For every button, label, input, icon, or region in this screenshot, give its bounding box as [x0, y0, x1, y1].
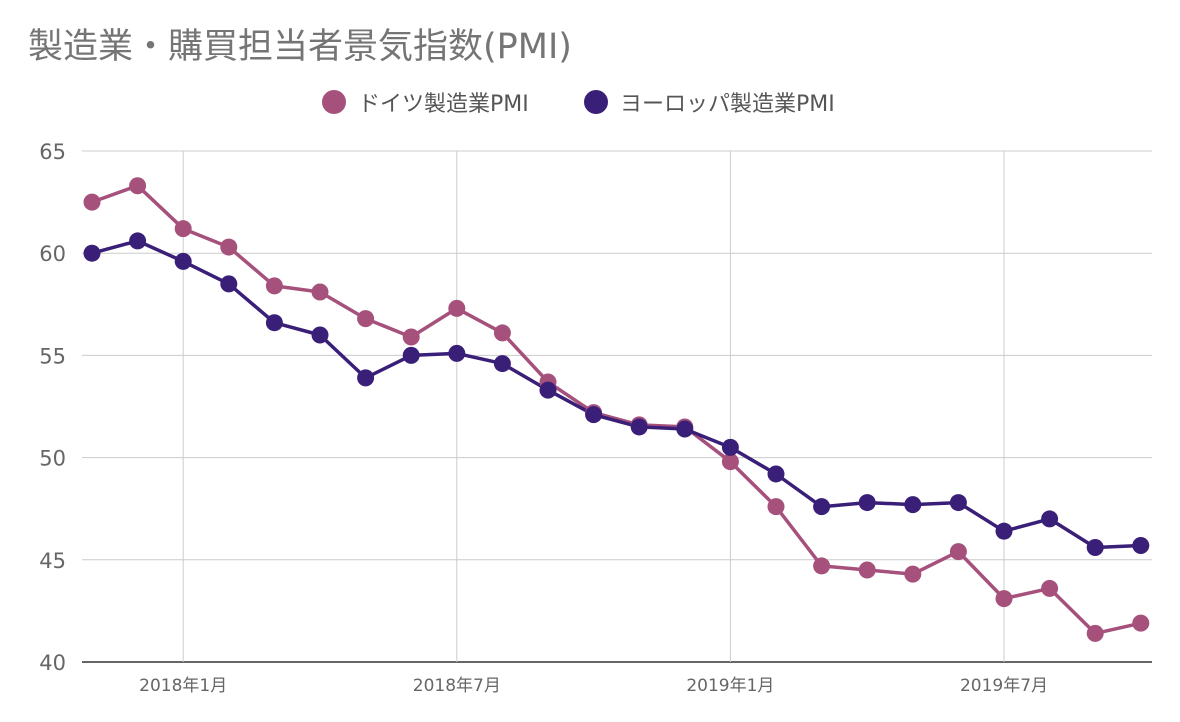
data-point-europe [1086, 539, 1104, 557]
data-point-germany [904, 565, 922, 583]
data-point-europe [448, 344, 466, 362]
y-tick-label: 60 [39, 242, 66, 266]
legend-label-germany: ドイツ製造業PMI [358, 92, 529, 117]
series-line-europe [90, 239, 1143, 550]
data-point-europe [402, 346, 420, 364]
data-point-europe [858, 494, 876, 512]
data-point-europe [174, 252, 192, 270]
data-point-europe [949, 494, 967, 512]
data-point-germany [949, 543, 967, 561]
y-tick-label: 40 [39, 651, 66, 675]
data-point-germany [83, 193, 101, 211]
y-tick-label: 55 [39, 344, 66, 368]
data-point-europe [676, 420, 694, 438]
legend-item-europe[interactable]: ヨーロッパ製造業PMI [584, 86, 835, 118]
data-point-germany [448, 299, 466, 317]
data-point-europe [493, 355, 511, 373]
data-point-germany [767, 498, 785, 516]
x-tick-label: 2019年1月 [686, 676, 774, 696]
data-point-germany [311, 283, 329, 301]
legend-marker-germany [322, 90, 346, 114]
data-point-europe [721, 438, 739, 456]
data-point-germany [174, 220, 192, 238]
data-point-europe [357, 369, 375, 387]
x-tick-label: 2018年7月 [413, 676, 501, 696]
data-point-europe [311, 326, 329, 344]
data-point-germany [1132, 614, 1150, 632]
data-point-europe [220, 275, 238, 293]
data-point-europe [585, 406, 603, 424]
data-point-germany [1086, 624, 1104, 642]
data-point-germany [995, 590, 1013, 608]
data-point-europe [904, 496, 922, 514]
legend-label-europe: ヨーロッパ製造業PMI [620, 92, 835, 117]
y-tick-label: 50 [39, 447, 66, 471]
data-point-germany [357, 310, 375, 328]
legend-item-germany[interactable]: ドイツ製造業PMI [322, 86, 529, 118]
legend-marker-europe [584, 90, 608, 114]
y-tick-label: 65 [39, 140, 66, 164]
data-point-germany [220, 238, 238, 256]
data-point-europe [129, 232, 147, 250]
data-point-europe [767, 465, 785, 483]
data-point-germany [721, 453, 739, 471]
chart-title: 製造業・購買担当者景気指数(PMI) [28, 27, 572, 67]
data-point-europe [1041, 510, 1059, 528]
legend: ドイツ製造業PMI ヨーロッパ製造業PMI [0, 86, 1180, 118]
data-point-europe [83, 244, 101, 262]
data-point-europe [813, 498, 831, 516]
data-point-germany [493, 324, 511, 342]
data-point-germany [858, 561, 876, 579]
data-point-germany [265, 277, 283, 295]
data-point-germany [129, 177, 147, 195]
y-tick-label: 45 [39, 549, 66, 573]
x-tick-label: 2018年1月 [139, 676, 227, 696]
data-point-germany [1041, 579, 1059, 597]
data-point-europe [995, 522, 1013, 540]
data-point-germany [402, 328, 420, 346]
data-point-europe [265, 314, 283, 332]
data-point-europe [539, 381, 557, 399]
data-point-germany [813, 557, 831, 575]
series-line-germany [90, 183, 1143, 636]
data-point-europe [1132, 536, 1150, 554]
data-point-europe [630, 418, 648, 436]
x-tick-label: 2019年7月 [960, 676, 1048, 696]
